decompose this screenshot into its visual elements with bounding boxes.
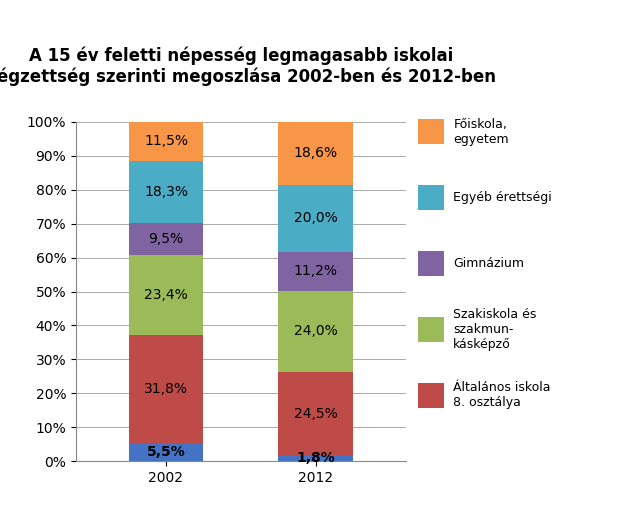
Text: 20,0%: 20,0%	[294, 211, 338, 226]
Text: Általános iskola
8. osztálya: Általános iskola 8. osztálya	[453, 381, 551, 410]
Bar	[278, 185, 353, 252]
Bar	[129, 122, 204, 161]
Bar	[278, 291, 353, 372]
Bar	[129, 161, 204, 223]
Text: 23,4%: 23,4%	[144, 288, 188, 302]
Text: 11,5%: 11,5%	[144, 134, 188, 148]
Text: Egyéb érettségi: Egyéb érettségi	[453, 191, 552, 204]
Text: 1,8%: 1,8%	[297, 451, 335, 465]
Bar	[278, 121, 353, 185]
Bar	[278, 252, 353, 291]
Text: Főiskola,
egyetem: Főiskola, egyetem	[453, 118, 509, 146]
Text: Gimnázium: Gimnázium	[453, 257, 524, 270]
Text: 5,5%: 5,5%	[146, 445, 185, 459]
Bar	[129, 443, 204, 461]
Text: A 15 év feletti népesség legmagasabb iskolai
végzettség szerinti megoszlása 2002: A 15 év feletti népesség legmagasabb isk…	[0, 46, 496, 86]
Bar	[129, 223, 204, 255]
Bar	[129, 255, 204, 335]
Text: Szakiskola és
szakmun-
kásképző: Szakiskola és szakmun- kásképző	[453, 308, 537, 351]
Text: 18,6%: 18,6%	[294, 146, 338, 160]
Text: 31,8%: 31,8%	[144, 382, 188, 395]
Text: 11,2%: 11,2%	[294, 265, 338, 278]
Bar	[278, 372, 353, 455]
Text: 24,5%: 24,5%	[294, 407, 338, 421]
Bar	[129, 335, 204, 443]
Bar	[278, 455, 353, 461]
Text: 9,5%: 9,5%	[148, 232, 184, 246]
Text: 18,3%: 18,3%	[144, 185, 188, 199]
Text: 24,0%: 24,0%	[294, 324, 338, 338]
